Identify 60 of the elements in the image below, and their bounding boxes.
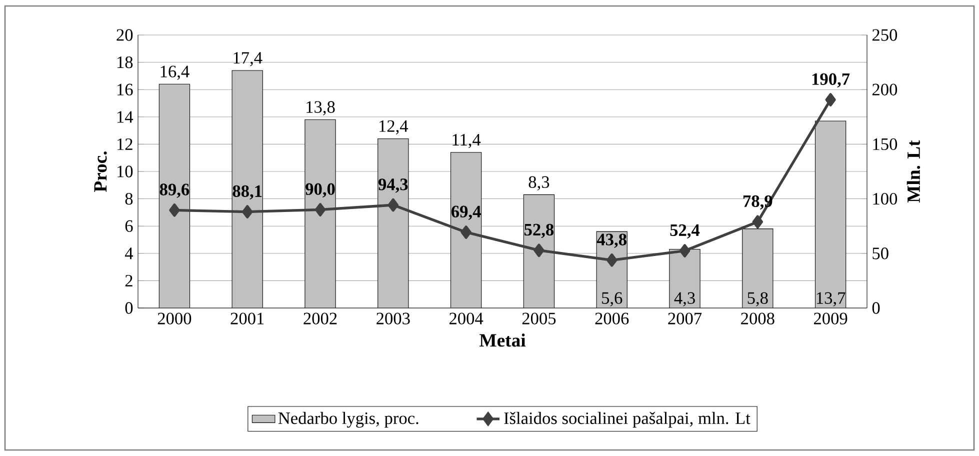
data-label: 17,4 <box>234 52 262 66</box>
data-label: 8,3 <box>528 176 550 190</box>
y-axis-title: Proc. <box>94 151 107 192</box>
data-label: 52,4 <box>670 224 700 238</box>
data-label: 11,4 <box>452 134 481 148</box>
x-tick-label: 2001 <box>230 312 264 324</box>
data-label: 89,6 <box>160 184 190 198</box>
y-tick-label: 16 <box>117 84 133 96</box>
x-tick-label: 2004 <box>449 312 484 324</box>
x-tick-label: 2005 <box>522 312 556 324</box>
y-tick-label: 18 <box>117 56 133 68</box>
point <box>388 198 398 212</box>
y2-tick-label: 150 <box>873 138 898 150</box>
y-tick-label: 6 <box>125 220 133 232</box>
x-tick-label: 2006 <box>595 312 629 324</box>
x-tick-label: 2003 <box>376 312 410 324</box>
point <box>314 203 326 216</box>
x-tick-label: 2002 <box>304 312 337 324</box>
y-tick-label: 2 <box>125 274 132 286</box>
point <box>752 215 763 228</box>
data-label: 190,7 <box>812 73 850 88</box>
data-label: 4,3 <box>674 292 695 306</box>
y-tick-label: 10 <box>117 166 133 178</box>
y2-tick-label: 250 <box>872 29 898 41</box>
data-label: 13,7 <box>816 292 846 306</box>
data-label: 5,6 <box>602 292 622 306</box>
y2-tick-label: 0 <box>872 302 880 314</box>
data-label: 69,4 <box>451 206 481 220</box>
x-tick-label: 2007 <box>668 312 702 324</box>
point <box>606 253 618 267</box>
x-tick-label: 2008 <box>741 312 774 324</box>
x-tick-label: 2000 <box>158 312 192 324</box>
y2-tick-label: 100 <box>873 192 898 205</box>
legend-label: Nedarbo lygis, proc. <box>278 412 418 428</box>
data-label: 90,0 <box>306 183 335 198</box>
point <box>825 93 836 106</box>
data-label: 12,4 <box>380 120 408 134</box>
point <box>169 203 180 217</box>
y2-tick-label: 200 <box>872 84 898 96</box>
y-tick-label: 0 <box>125 302 133 314</box>
y2-tick-label: 50 <box>872 248 888 260</box>
data-label: 52,8 <box>524 224 554 238</box>
point <box>242 205 253 218</box>
y2-axis-title: Mln. Lt <box>906 140 920 203</box>
y-tick-label: 12 <box>117 138 132 150</box>
legend-label: Išlaidos socialinei pašalpai, mln. Lt <box>504 412 750 428</box>
x-axis-title: Metai <box>480 334 526 347</box>
data-label: 13,8 <box>306 101 335 116</box>
x-tick-label: 2009 <box>814 312 848 324</box>
data-label: 94,3 <box>378 178 408 193</box>
data-label: 16,4 <box>160 66 190 80</box>
y-tick-label: 14 <box>117 111 134 123</box>
point <box>679 244 690 258</box>
data-label: 88,1 <box>232 185 262 200</box>
y-tick-label: 20 <box>116 29 133 41</box>
point <box>460 226 472 239</box>
y-tick-label: 8 <box>125 192 133 205</box>
point <box>534 244 544 257</box>
y-tick-label: 4 <box>124 248 134 260</box>
data-label: 5,8 <box>748 292 768 306</box>
